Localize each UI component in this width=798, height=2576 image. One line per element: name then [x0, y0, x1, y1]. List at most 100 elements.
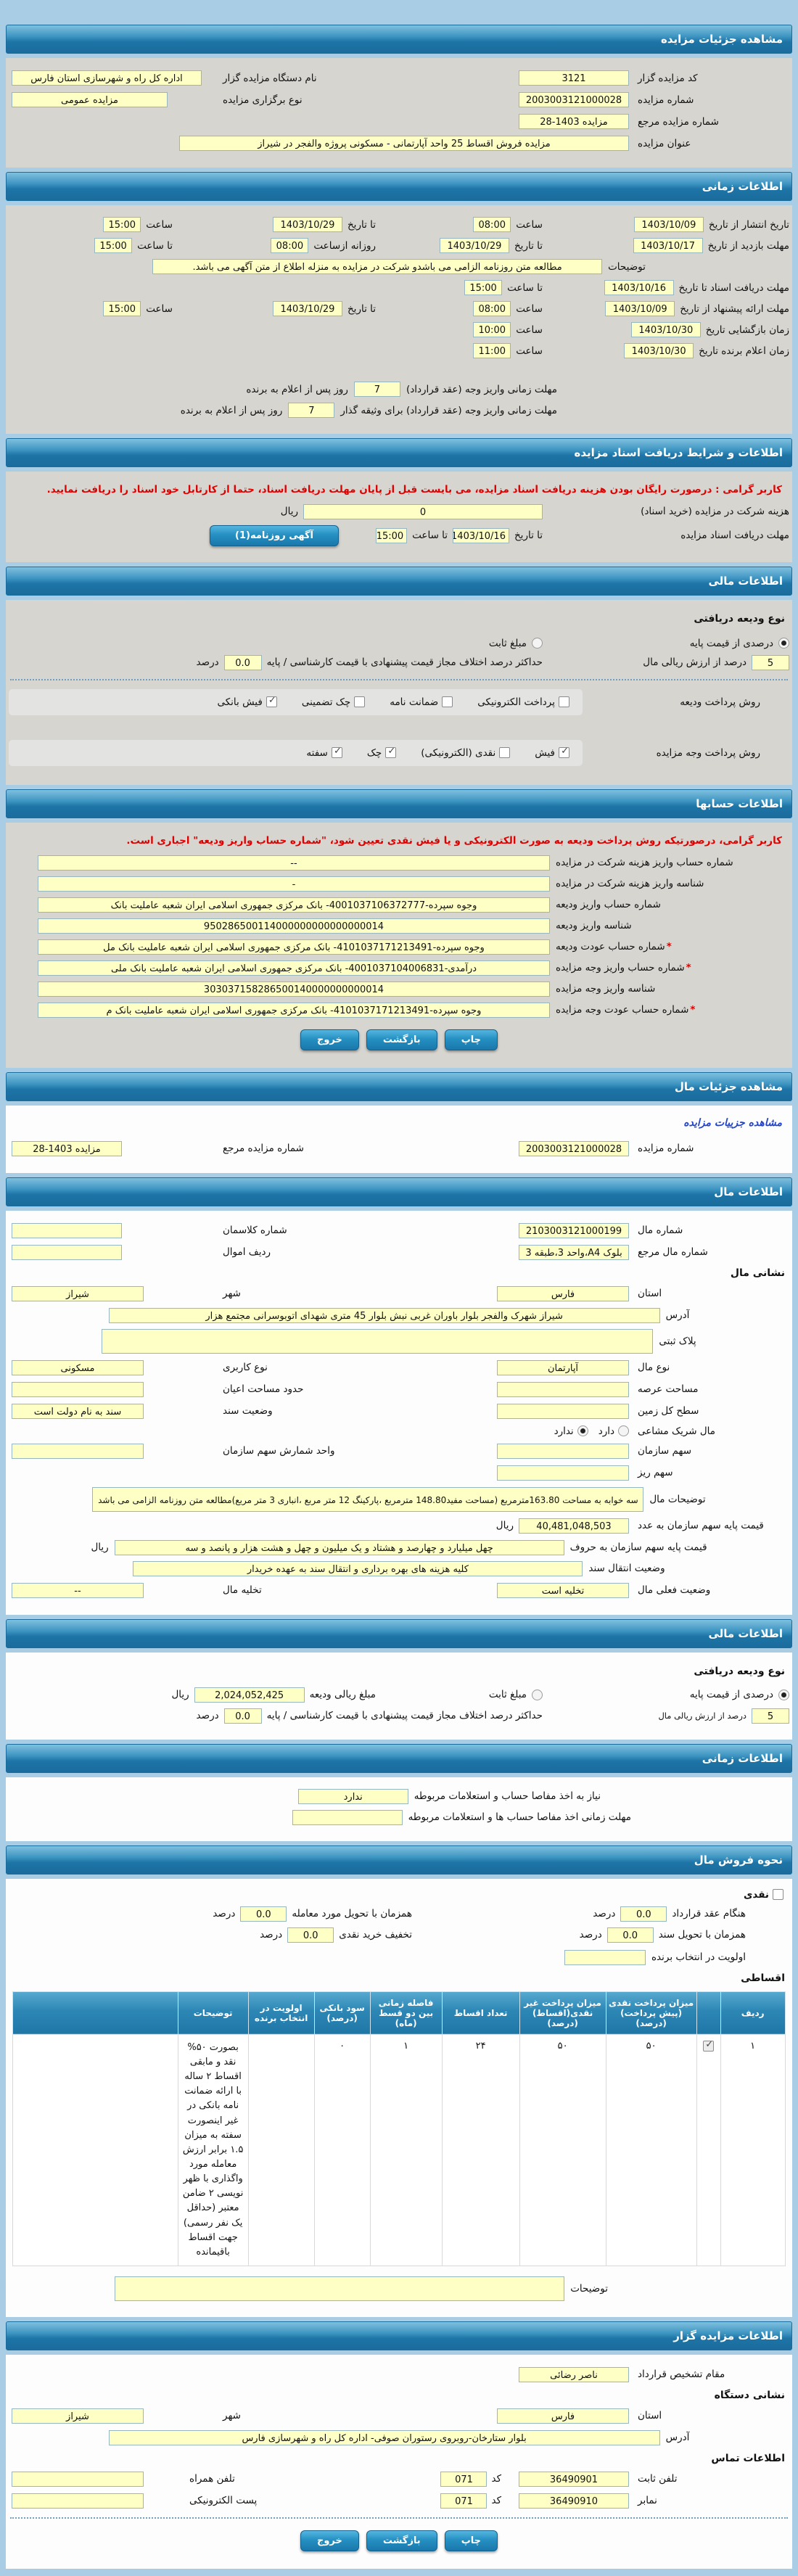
auction-return-account-field[interactable]: وجوه سپرده-4101037171213491- بانک مرکزی … — [38, 1002, 550, 1018]
print-button[interactable]: چاپ — [444, 1029, 498, 1050]
deed-status-field[interactable]: سند به نام دولت است — [12, 1403, 144, 1419]
offer-time-from-field[interactable]: 08:00 — [473, 301, 511, 316]
back-button[interactable]: بازگشت — [366, 1029, 437, 1050]
promissory-note-checkbox[interactable] — [331, 746, 342, 759]
cash-discount-field[interactable]: 0.0 — [287, 1927, 334, 1943]
visit-to-field[interactable]: 1403/10/29 — [439, 238, 509, 253]
auctioneer-code-field[interactable]: 3121 — [519, 70, 629, 86]
deed-transfer-field[interactable]: کلیه هزینه های بهره برداری و انتقال سند … — [133, 1560, 583, 1576]
base-price-number-field[interactable]: 40,481,048,503 — [519, 1518, 629, 1534]
newspaper-ad-button[interactable]: آگهی روزنامه(1) — [210, 524, 339, 546]
fee-id-field[interactable]: - — [38, 876, 550, 892]
auction-payment-account-field[interactable]: درآمدی-4001037104006831- بانک مرکزی جمهو… — [38, 960, 550, 976]
row-select-checkbox[interactable] — [703, 2039, 715, 2052]
shared-yes-radio[interactable] — [618, 1425, 629, 1437]
auction-type-field[interactable]: مزایده عمومی — [12, 92, 168, 107]
timing-desc-field[interactable]: مطالعه متن روزنامه الزامی می باشدو شرکت … — [152, 259, 603, 274]
asset-desc-field[interactable]: سه خوابه به مساحت 163.80مترمربع (مساحت م… — [92, 1486, 644, 1512]
org-address-field[interactable]: بلوار ستارخان-روبروی رستوران صوفی- اداره… — [108, 2429, 660, 2445]
publish-to-time-field[interactable]: 15:00 — [103, 217, 141, 232]
auction-ref-field[interactable]: مزایده 1403-28 — [519, 114, 629, 129]
guarantee-letter-checkbox[interactable] — [442, 696, 453, 708]
offer-from-field[interactable]: 1403/10/09 — [605, 301, 675, 316]
exit-button[interactable]: خروج — [300, 1029, 359, 1050]
deed-delivery-percent-field[interactable]: 0.0 — [606, 1927, 654, 1943]
deposit-percent-field-2[interactable]: 5 — [752, 1708, 789, 1724]
auction-number-field[interactable]: 2003003121000028 — [519, 92, 629, 107]
org-province-field[interactable]: فارس — [497, 2408, 629, 2424]
ayan-area-field[interactable] — [12, 1381, 144, 1397]
auction-payment-id-field[interactable]: 303037158286500140000000000014 — [38, 981, 550, 997]
guarantor-payment-days-field[interactable]: 7 — [288, 403, 335, 418]
base-price-words-field[interactable]: چهل میلیارد و چهارصد و هشتاد و یک میلیون… — [114, 1539, 564, 1555]
percent-of-base-radio-2[interactable] — [778, 1689, 789, 1700]
area-field[interactable] — [497, 1381, 629, 1397]
docs-receive-time-field[interactable]: 15:00 — [376, 527, 408, 543]
classman-field[interactable] — [12, 1222, 122, 1238]
deposit-account-field[interactable]: وجوه سپرده-4001037106372777- بانک مرکزی … — [38, 897, 550, 913]
share-unit-field[interactable] — [12, 1443, 144, 1459]
visit-from-field[interactable]: 1403/10/17 — [633, 238, 703, 253]
auction-title-field[interactable]: مزایده فروش اقساط 25 واحد آپارتمانی - مس… — [179, 136, 629, 151]
cash-sale-checkbox[interactable] — [773, 1889, 783, 1901]
fax-code-field[interactable]: 071 — [440, 2493, 488, 2509]
winner-time-field[interactable]: 11:00 — [473, 343, 511, 358]
docs-deadline-date-field[interactable]: 1403/10/16 — [604, 280, 674, 295]
publish-date-field[interactable]: 1403/10/09 — [633, 217, 704, 232]
clearance-deadline-field[interactable] — [292, 1809, 403, 1825]
asset-address-field[interactable]: شیراز شهرک والفجر بلوار باوران غربی نبش … — [108, 1307, 660, 1323]
offer-to-field[interactable]: 1403/10/29 — [272, 301, 342, 316]
org-share-field[interactable] — [497, 1443, 629, 1459]
opening-time-field[interactable]: 10:00 — [473, 322, 511, 337]
delivery-percent-field[interactable]: 0.0 — [240, 1906, 287, 1922]
certified-check-checkbox[interactable] — [354, 696, 366, 708]
auction-details-link[interactable]: مشاهده جزییات مزایده — [683, 1116, 782, 1129]
check-checkbox[interactable] — [385, 746, 397, 759]
plate-field[interactable] — [102, 1328, 654, 1354]
winner-priority-field[interactable] — [564, 1949, 646, 1965]
contract-payment-days-field[interactable]: 7 — [353, 382, 400, 397]
fixed-amount-radio-2[interactable] — [532, 1689, 543, 1700]
slip-checkbox[interactable] — [559, 746, 569, 759]
cash-electronic-checkbox[interactable] — [499, 747, 511, 759]
fax-field[interactable]: 36490910 — [519, 2493, 629, 2509]
entry-fee-field[interactable]: 0 — [303, 503, 543, 519]
visit-time-from-field[interactable]: 08:00 — [271, 238, 309, 253]
exit-button[interactable]: خروج — [300, 2530, 359, 2551]
asset-row-field[interactable] — [12, 1244, 122, 1260]
org-name-field[interactable]: اداره کل راه و شهرسازی استان فارس — [12, 70, 202, 86]
fixed-amount-radio[interactable] — [532, 638, 543, 649]
deposit-return-account-field[interactable]: وجوه سپرده-4101037171213491- بانک مرکزی … — [38, 939, 550, 955]
asset-no-field[interactable]: 2103003121000199 — [519, 1222, 629, 1238]
publish-time-field[interactable]: 08:00 — [473, 217, 511, 232]
percent-of-base-radio[interactable] — [778, 638, 789, 649]
mobile-field[interactable] — [12, 2471, 144, 2487]
asset-province-field[interactable]: فارس — [497, 1285, 629, 1301]
publish-to-date-field[interactable]: 1403/10/29 — [272, 217, 342, 232]
asset-city-field[interactable]: شیراز — [12, 1285, 144, 1301]
visit-time-to-field[interactable]: 15:00 — [94, 238, 133, 253]
back-button[interactable]: بازگشت — [366, 2530, 437, 2551]
asset-type-field[interactable]: آپارتمان — [497, 1359, 629, 1375]
offer-time-to-field[interactable]: 15:00 — [103, 301, 141, 316]
asset-auction-no-field[interactable]: 2003003121000028 — [519, 1140, 629, 1156]
fee-account-field[interactable]: -- — [38, 855, 550, 871]
electronic-payment-checkbox[interactable] — [559, 696, 569, 708]
contract-authority-field[interactable]: ناصر رضائی — [519, 2366, 629, 2382]
bank-slip-checkbox[interactable] — [266, 695, 277, 708]
phone-field[interactable]: 36490901 — [519, 2471, 629, 2487]
deposit-id-field[interactable]: 950286500114000000000000000014 — [38, 918, 550, 934]
current-status-field[interactable]: تخلیه است — [497, 1582, 629, 1598]
docs-receive-date-field[interactable]: 1403/10/16 — [453, 527, 509, 543]
asset-ref-field[interactable]: بلوک A4،واحد 3،طبقه 3 — [519, 1244, 629, 1260]
deposit-amount-field[interactable]: 2,024,052,425 — [194, 1687, 305, 1703]
land-area-field[interactable] — [497, 1403, 629, 1419]
evacuation-field[interactable]: -- — [12, 1582, 144, 1598]
asset-auction-ref-field[interactable]: مزایده 1403-28 — [12, 1140, 122, 1156]
print-button[interactable]: چاپ — [444, 2530, 498, 2551]
max-diff-field[interactable]: 0.0 — [223, 654, 262, 670]
sub-share-field[interactable] — [497, 1465, 629, 1481]
phone-code-field[interactable]: 071 — [440, 2471, 488, 2487]
org-city-field[interactable]: شیراز — [12, 2408, 144, 2424]
deposit-percent-field[interactable]: 5 — [752, 654, 789, 670]
